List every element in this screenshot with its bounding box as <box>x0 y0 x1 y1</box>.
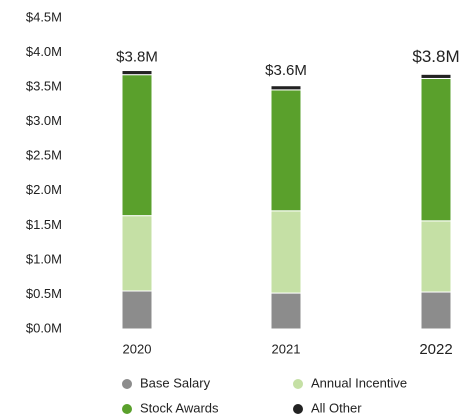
legend-swatch <box>122 379 132 389</box>
legend-swatch <box>293 404 303 414</box>
bar-segment <box>420 291 452 330</box>
legend-label: Stock Awards <box>140 400 219 415</box>
legend-label: Base Salary <box>140 375 211 390</box>
legend-swatch <box>293 379 303 389</box>
total-label: $3.8M <box>116 48 158 65</box>
legend-label: Annual Incentive <box>311 375 407 390</box>
bar-segment <box>121 215 153 292</box>
legend-swatch <box>122 404 132 414</box>
bar-segment <box>270 210 302 294</box>
x-tick-label: 2021 <box>272 341 301 356</box>
y-tick-label: $1.5M <box>26 217 62 232</box>
bar-segment <box>121 74 153 217</box>
total-label: $3.8M <box>412 47 459 66</box>
bar-segment <box>121 70 153 76</box>
y-tick-label: $3.0M <box>26 113 62 128</box>
bar-segment <box>270 85 302 91</box>
bar-segment <box>420 220 452 293</box>
bar-segment <box>270 89 302 212</box>
bar-segment <box>420 77 452 222</box>
bar-segment <box>270 292 302 330</box>
y-tick-label: $2.5M <box>26 148 62 163</box>
x-tick-label: 2022 <box>419 341 452 358</box>
y-tick-label: $0.0M <box>26 320 62 335</box>
y-tick-label: $2.0M <box>26 182 62 197</box>
y-tick-label: $4.5M <box>26 9 62 24</box>
bar-segment <box>121 290 153 330</box>
y-tick-label: $0.5M <box>26 286 62 301</box>
y-tick-label: $3.5M <box>26 79 62 94</box>
legend-label: All Other <box>311 400 362 415</box>
y-tick-label: $1.0M <box>26 251 62 266</box>
y-tick-label: $4.0M <box>26 44 62 59</box>
x-tick-label: 2020 <box>123 341 152 356</box>
bar-segment <box>420 73 452 79</box>
total-label: $3.6M <box>265 62 307 79</box>
